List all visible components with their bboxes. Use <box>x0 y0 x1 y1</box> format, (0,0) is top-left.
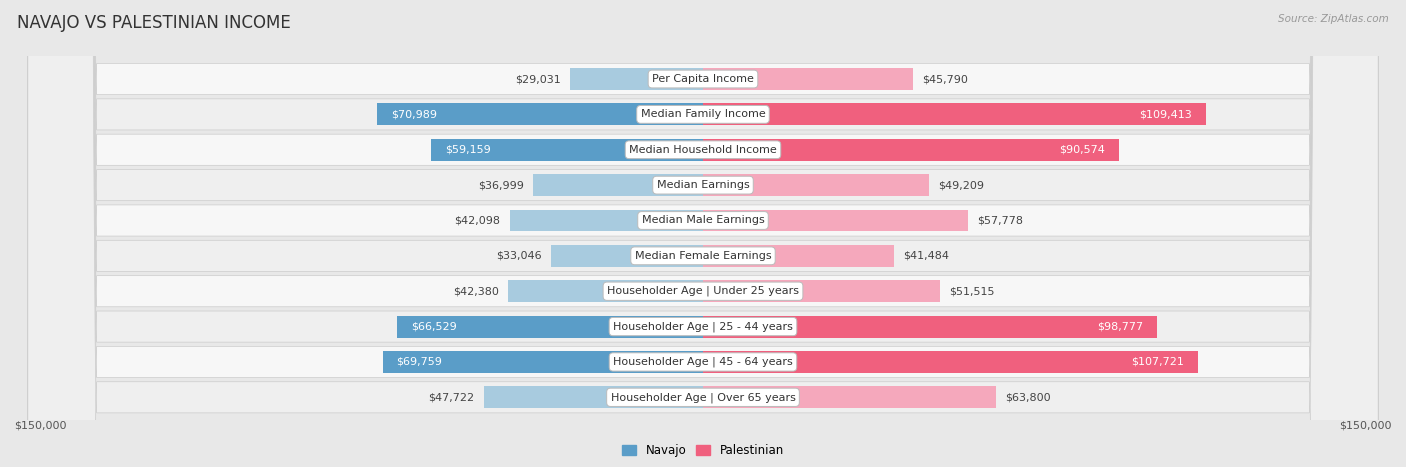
Text: $69,759: $69,759 <box>396 357 443 367</box>
Bar <box>432 139 703 161</box>
Text: $63,800: $63,800 <box>1005 392 1050 402</box>
FancyBboxPatch shape <box>28 0 1378 467</box>
FancyBboxPatch shape <box>28 0 1378 467</box>
Text: $29,031: $29,031 <box>515 74 561 84</box>
Bar <box>703 245 894 267</box>
Bar <box>703 68 914 90</box>
Text: Median Family Income: Median Family Income <box>641 109 765 120</box>
Text: Median Female Earnings: Median Female Earnings <box>634 251 772 261</box>
Bar <box>703 210 969 232</box>
Text: $57,778: $57,778 <box>977 215 1024 226</box>
Text: $49,209: $49,209 <box>938 180 984 190</box>
Text: Householder Age | 45 - 64 years: Householder Age | 45 - 64 years <box>613 357 793 367</box>
Bar <box>703 316 1157 338</box>
Bar <box>509 280 703 302</box>
Bar <box>703 139 1119 161</box>
Text: Per Capita Income: Per Capita Income <box>652 74 754 84</box>
Bar <box>377 103 703 125</box>
Bar <box>703 351 1198 373</box>
Text: $66,529: $66,529 <box>411 322 457 332</box>
Text: Median Household Income: Median Household Income <box>628 145 778 155</box>
Text: $98,777: $98,777 <box>1097 322 1143 332</box>
Legend: Navajo, Palestinian: Navajo, Palestinian <box>617 439 789 462</box>
Text: Householder Age | Under 25 years: Householder Age | Under 25 years <box>607 286 799 297</box>
Text: Median Male Earnings: Median Male Earnings <box>641 215 765 226</box>
Text: $45,790: $45,790 <box>922 74 969 84</box>
Bar <box>703 174 929 196</box>
Bar <box>703 103 1205 125</box>
Text: $109,413: $109,413 <box>1139 109 1192 120</box>
Bar <box>382 351 703 373</box>
FancyBboxPatch shape <box>28 0 1378 467</box>
Text: $36,999: $36,999 <box>478 180 524 190</box>
Bar <box>551 245 703 267</box>
Bar <box>703 386 995 408</box>
Bar <box>484 386 703 408</box>
FancyBboxPatch shape <box>28 0 1378 467</box>
FancyBboxPatch shape <box>28 0 1378 467</box>
Text: $59,159: $59,159 <box>446 145 491 155</box>
FancyBboxPatch shape <box>28 0 1378 467</box>
FancyBboxPatch shape <box>28 0 1378 467</box>
Text: Householder Age | Over 65 years: Householder Age | Over 65 years <box>610 392 796 403</box>
Text: $150,000: $150,000 <box>1340 420 1392 430</box>
Text: Median Earnings: Median Earnings <box>657 180 749 190</box>
FancyBboxPatch shape <box>28 0 1378 467</box>
Bar <box>569 68 703 90</box>
FancyBboxPatch shape <box>28 0 1378 467</box>
Text: $41,484: $41,484 <box>903 251 949 261</box>
Text: $47,722: $47,722 <box>429 392 475 402</box>
Text: Source: ZipAtlas.com: Source: ZipAtlas.com <box>1278 14 1389 24</box>
Text: $150,000: $150,000 <box>14 420 66 430</box>
Text: $107,721: $107,721 <box>1130 357 1184 367</box>
Text: Householder Age | 25 - 44 years: Householder Age | 25 - 44 years <box>613 321 793 332</box>
Bar <box>398 316 703 338</box>
Text: $33,046: $33,046 <box>496 251 543 261</box>
Text: $51,515: $51,515 <box>949 286 994 296</box>
Text: $70,989: $70,989 <box>391 109 437 120</box>
Text: NAVAJO VS PALESTINIAN INCOME: NAVAJO VS PALESTINIAN INCOME <box>17 14 291 32</box>
Bar <box>703 280 939 302</box>
Text: $42,098: $42,098 <box>454 215 501 226</box>
Bar <box>509 210 703 232</box>
FancyBboxPatch shape <box>28 0 1378 467</box>
Bar <box>533 174 703 196</box>
Text: $42,380: $42,380 <box>453 286 499 296</box>
Text: $90,574: $90,574 <box>1059 145 1105 155</box>
